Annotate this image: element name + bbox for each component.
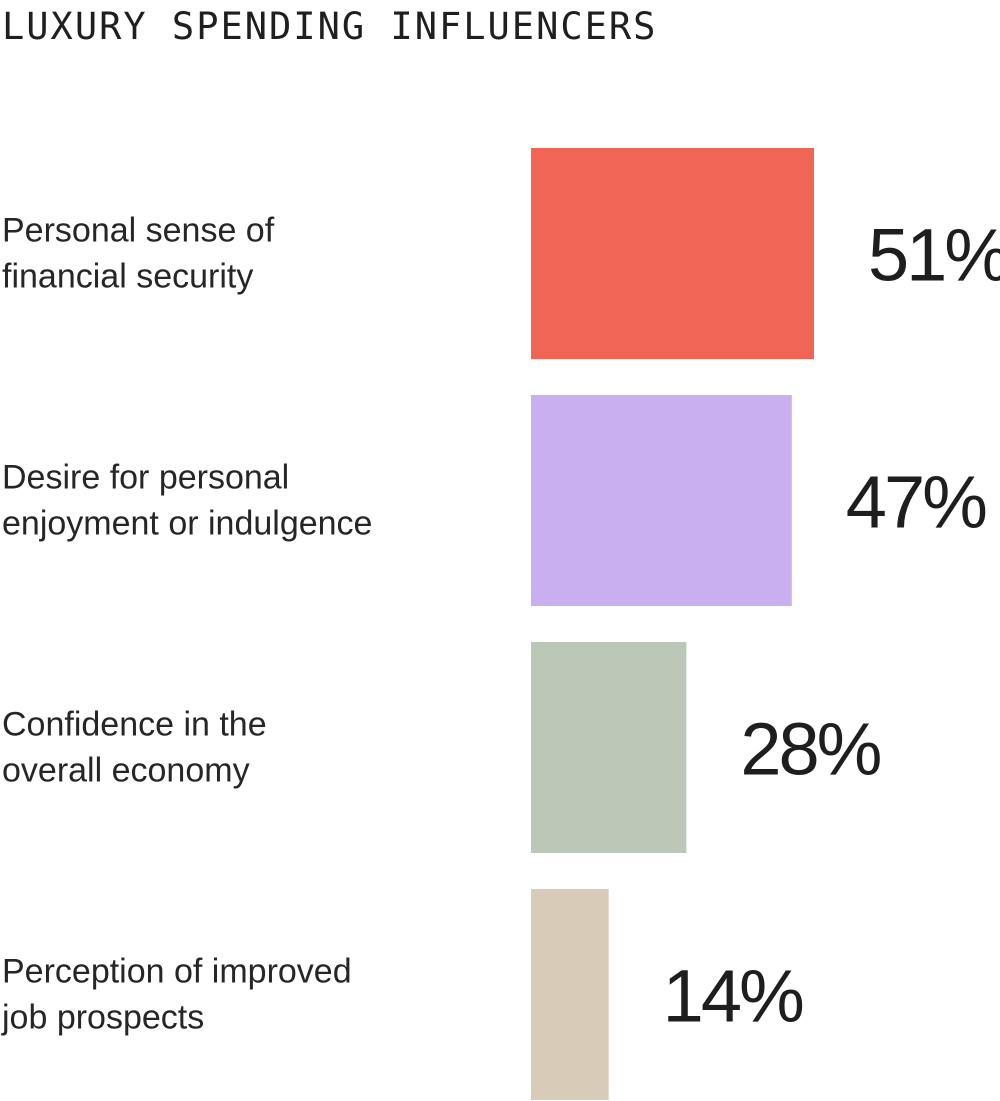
bar-personal-sense-of xyxy=(531,148,814,359)
bar-perception-of-improved xyxy=(531,889,609,1100)
category-label-personal-sense-of: Personal sense of financial security xyxy=(2,212,275,296)
category-label-perception-of-improved: Perception of improved job prospects xyxy=(1,953,352,1037)
value-label-perception-of-improved: 14% xyxy=(663,955,803,1038)
value-label-confidence-in-the: 28% xyxy=(740,708,880,791)
bar-desire-for-personal xyxy=(531,395,792,606)
bar-confidence-in-the xyxy=(531,642,687,853)
category-label-desire-for-personal: Desire for personal enjoyment or indulgen… xyxy=(2,459,372,543)
value-label-personal-sense-of: 51% xyxy=(868,214,1000,297)
chart-title: LUXURY SPENDING INFLUENCERS xyxy=(2,5,658,48)
value-label-desire-for-personal: 47% xyxy=(846,461,986,544)
category-label-confidence-in-the: Confidence in the overall economy xyxy=(2,706,267,790)
